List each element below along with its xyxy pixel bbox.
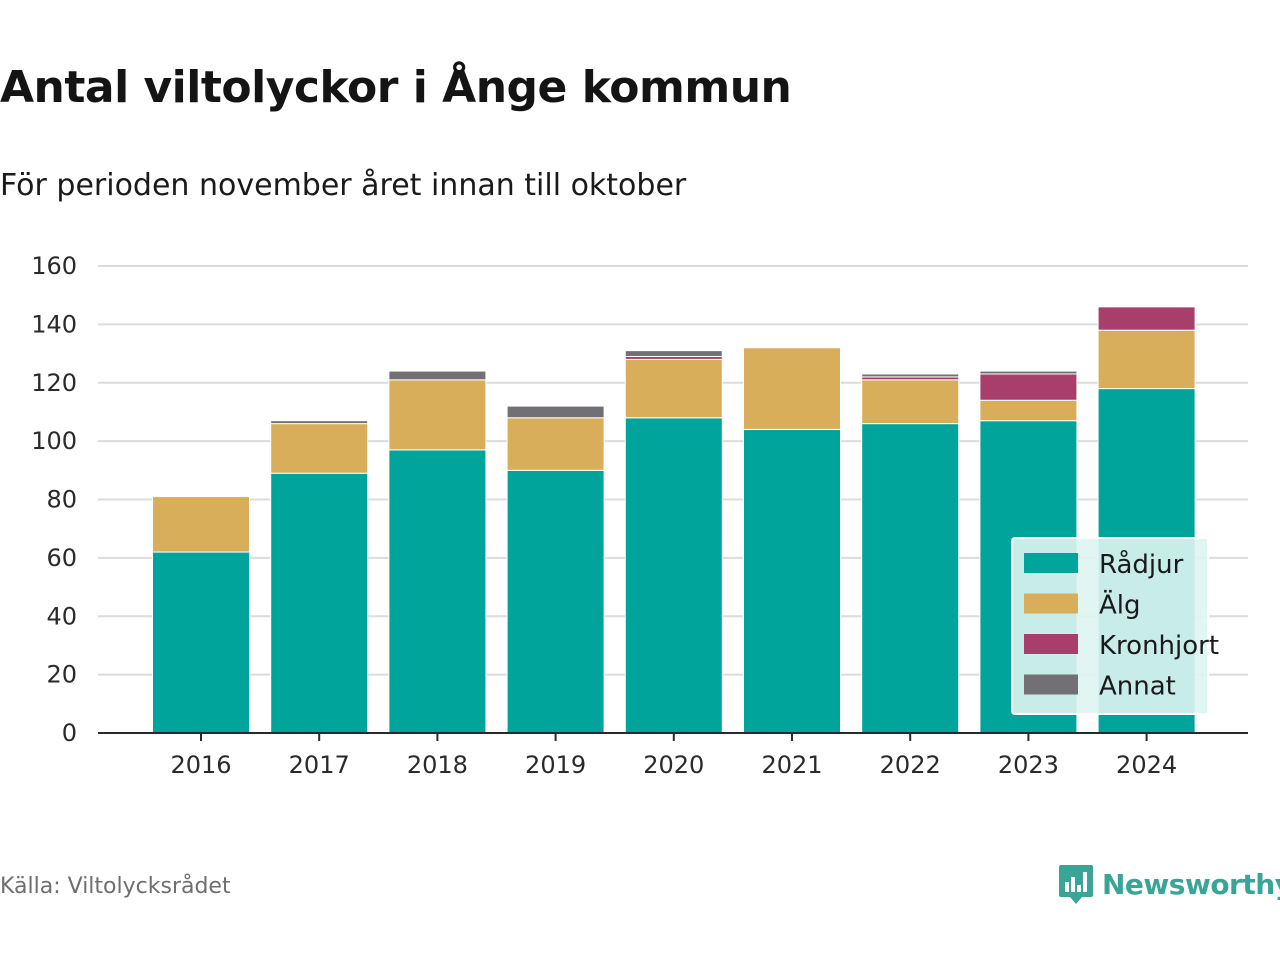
bar-segment: [1097, 329, 1196, 390]
x-tick-label: 2020: [643, 751, 704, 779]
bar-segment: [979, 370, 1078, 375]
brand-name: Newsworthy: [1102, 867, 1280, 901]
bar-segment: [506, 417, 605, 471]
bar-segment: [388, 370, 487, 381]
y-tick-label: 140: [31, 310, 77, 338]
y-tick-label: 20: [46, 661, 77, 689]
bar-segment: [270, 420, 369, 425]
legend-swatch: [1024, 634, 1078, 654]
legend-swatch: [1024, 674, 1078, 695]
y-tick-label: 120: [31, 369, 77, 397]
y-tick-label: 100: [31, 427, 77, 455]
bar-segment: [861, 423, 960, 734]
y-tick-label: 60: [46, 544, 77, 572]
x-tick-label: 2022: [880, 751, 941, 779]
x-tick-label: 2017: [289, 751, 350, 779]
axes: 0 20 40 60 80 100 120 140 160 2016 2017 2018 2019 202…: [31, 252, 1248, 779]
legend-swatch: [1024, 553, 1078, 573]
y-tick-label: 160: [31, 252, 77, 280]
x-tick-label: 2021: [761, 751, 822, 779]
legend-box: [1011, 537, 1209, 715]
x-tick-label: 2024: [1116, 751, 1177, 779]
bar-segment: [743, 347, 841, 430]
bar-segment: [506, 405, 605, 419]
bar-segment: [152, 496, 250, 553]
bar-segment: [624, 350, 723, 357]
bar-segment: [152, 551, 250, 734]
bar-segment: [624, 358, 723, 419]
y-tick-label: 80: [46, 486, 77, 514]
y-tick-label: 40: [46, 602, 77, 630]
bars: [152, 306, 1196, 734]
bar-segment: [270, 472, 369, 734]
x-tick-label: 2016: [170, 751, 231, 779]
y-tick-label: 0: [62, 719, 77, 747]
source-note: Källa: Viltolycksrådet: [0, 874, 231, 899]
bar-segment: [506, 469, 605, 734]
legend-label: Älg: [1099, 589, 1141, 621]
legend-label: Annat: [1099, 672, 1176, 702]
chart-subtitle: För perioden november året innan till ok…: [0, 168, 687, 203]
bar-segment: [979, 373, 1078, 401]
bar-segment: [270, 423, 369, 474]
legend-label: Kronhjort: [1099, 631, 1219, 661]
legend-label: Rådjur: [1099, 549, 1184, 580]
bar-segment: [743, 428, 841, 734]
brand-logo: Newsworthy: [1058, 860, 1280, 908]
chart-title: Antal viltolyckor i Ånge kommun: [0, 62, 792, 113]
bar-segment: [624, 417, 723, 734]
x-tick-label: 2019: [525, 751, 586, 779]
legend: Rådjur Älg Kronhjort Annat: [1011, 537, 1219, 715]
stacked-bar-chart: 0 20 40 60 80 100 120 140 160 2016 2017 2018 2019 202…: [31, 252, 1248, 779]
bar-segment: [388, 379, 487, 451]
x-tick-label: 2023: [998, 751, 1059, 779]
bar-segment: [861, 379, 960, 425]
legend-swatch: [1024, 593, 1078, 614]
bar-segment: [388, 449, 487, 734]
x-tick-label: 2018: [407, 751, 468, 779]
bar-segment: [861, 373, 960, 378]
bar-chart-icon: [1059, 865, 1093, 904]
bar-segment: [979, 399, 1078, 422]
bar-segment: [1097, 306, 1196, 331]
